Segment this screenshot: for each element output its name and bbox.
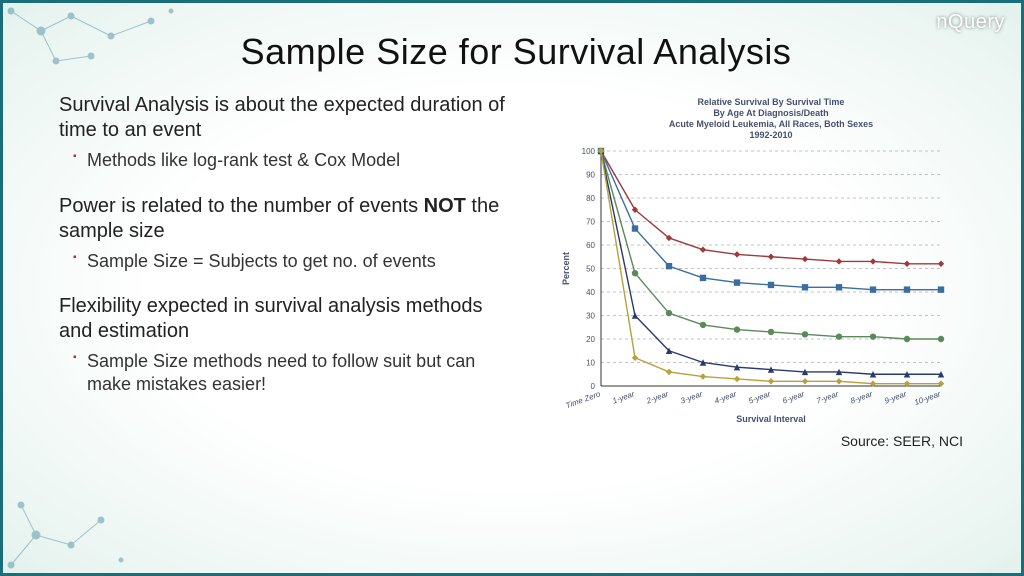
svg-text:10: 10 [586,359,595,368]
svg-text:30: 30 [586,312,595,321]
survival-chart: Relative Survival By Survival TimeBy Age… [553,93,973,435]
svg-text:6-year: 6-year [781,389,806,405]
svg-text:4-year: 4-year [713,389,738,405]
svg-text:3-year: 3-year [679,389,704,405]
block-sub: Methods like log-rank test & Cox Model [59,149,509,172]
svg-text:Acute Myeloid Leukemia, All Ra: Acute Myeloid Leukemia, All Races, Both … [669,119,873,129]
svg-text:50: 50 [586,265,595,274]
svg-text:Time Zero: Time Zero [564,389,602,410]
block-sub: Sample Size = Subjects to get no. of eve… [59,250,509,273]
svg-text:2-year: 2-year [644,389,670,406]
page-title: Sample Size for Survival Analysis [59,31,973,73]
logo: nQuery [936,11,1005,34]
block-main: Power is related to the number of events… [59,194,509,244]
svg-text:90: 90 [586,171,595,180]
svg-text:70: 70 [586,218,595,227]
svg-text:1992-2010: 1992-2010 [749,130,792,140]
svg-text:8-year: 8-year [849,389,874,405]
block-main: Survival Analysis is about the expected … [59,93,509,143]
text-block: Flexibility expected in survival analysi… [59,294,509,395]
svg-text:7-year: 7-year [815,389,840,405]
svg-text:60: 60 [586,241,595,250]
text-block: Survival Analysis is about the expected … [59,93,509,172]
chart-source: Source: SEER, NCI [841,433,963,449]
block-main: Flexibility expected in survival analysi… [59,294,509,344]
svg-text:100: 100 [582,147,596,156]
svg-text:10-year: 10-year [913,389,942,407]
chart-column: Relative Survival By Survival TimeBy Age… [529,93,973,435]
text-block: Power is related to the number of events… [59,194,509,273]
svg-text:Relative Survival By Survival: Relative Survival By Survival Time [698,97,845,107]
svg-text:Survival Interval: Survival Interval [736,414,806,424]
svg-text:20: 20 [586,335,595,344]
text-column: Survival Analysis is about the expected … [59,93,509,435]
molecule-decoration-bottom [1,465,141,575]
chart-svg: Relative Survival By Survival TimeBy Age… [553,93,951,430]
svg-text:40: 40 [586,288,595,297]
block-sub: Sample Size methods need to follow suit … [59,350,509,395]
svg-text:By Age At Diagnosis/Death: By Age At Diagnosis/Death [713,108,828,118]
svg-text:5-year: 5-year [747,389,772,405]
content-row: Survival Analysis is about the expected … [59,93,973,435]
svg-text:0: 0 [591,382,596,391]
svg-text:1-year: 1-year [611,389,636,405]
svg-text:9-year: 9-year [883,389,908,405]
slide: nQuery Sample Size for Survival Analysis… [0,0,1024,576]
svg-text:Percent: Percent [561,252,571,285]
svg-text:80: 80 [586,194,595,203]
